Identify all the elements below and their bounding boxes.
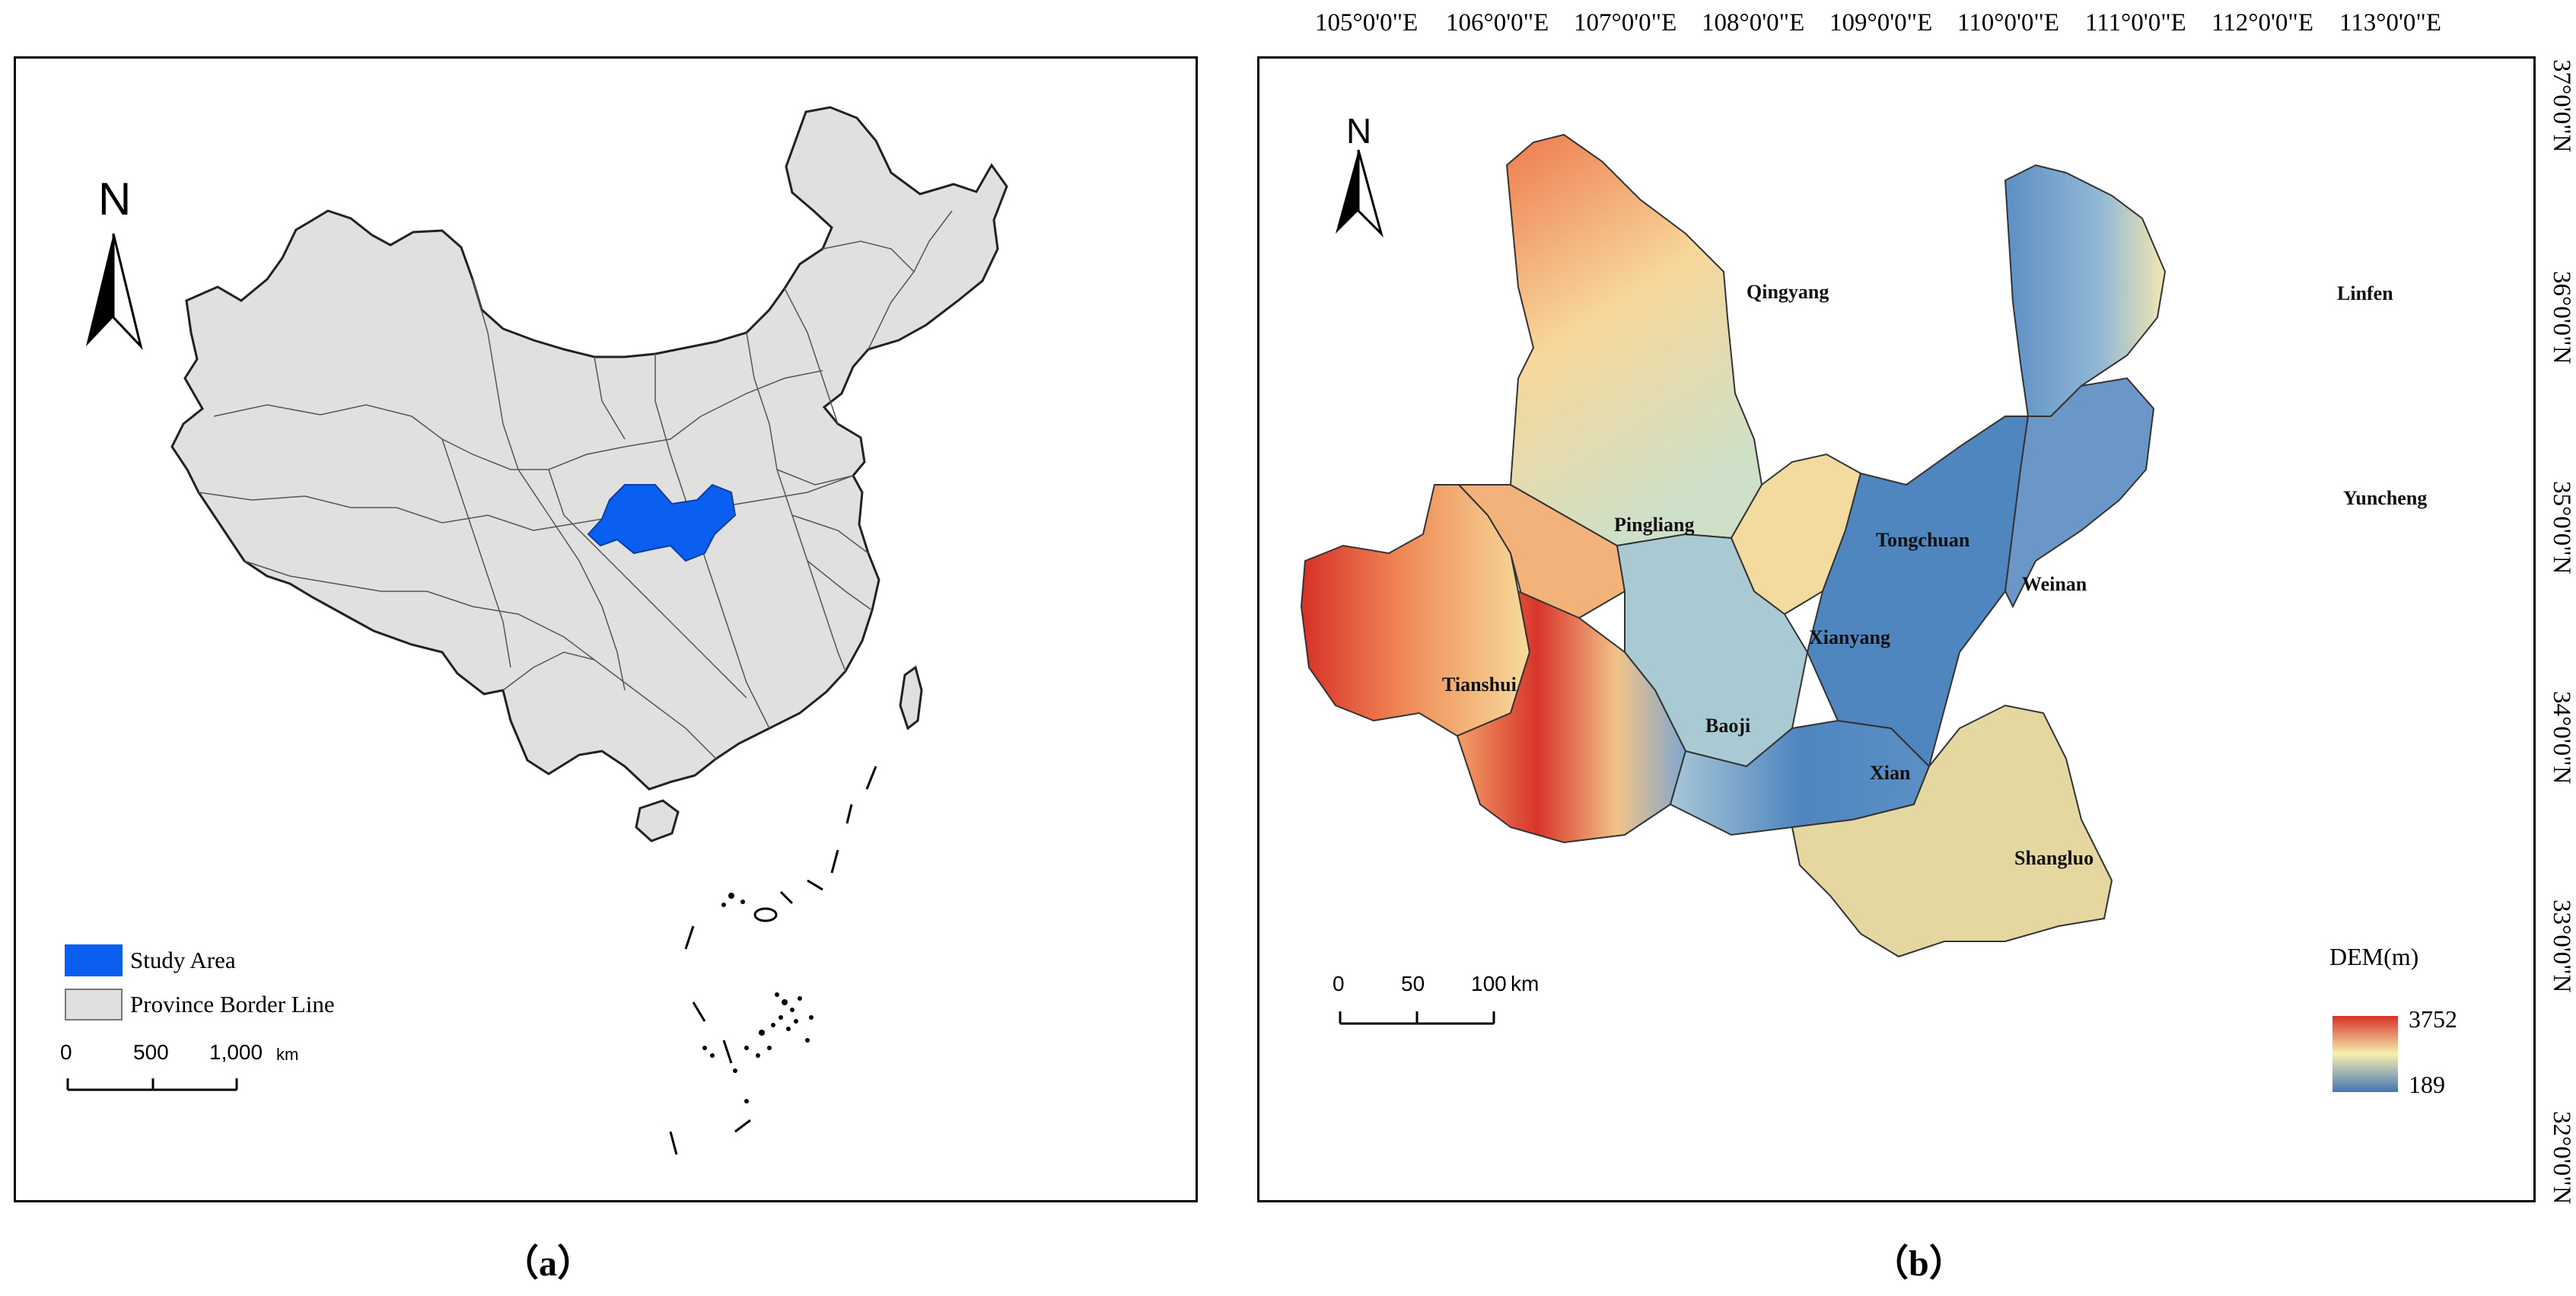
china-overview-map: N Study Area Province Border Line 0 500 …: [14, 56, 1198, 1202]
lat-tick-33: 33°0'0"N: [2548, 900, 2575, 993]
city-label-baoji: Baoji: [1705, 715, 1751, 737]
legend-swatch-province: [65, 989, 123, 1021]
lat-tick-37: 37°0'0"N: [2548, 59, 2575, 153]
city-label-tianshui: Tianshui: [1442, 673, 1517, 696]
lon-tick-109: 109°0'0"E: [1829, 9, 1933, 37]
dem-legend-max: 3752: [2409, 1005, 2457, 1033]
lon-tick-111: 111°0'0"E: [2085, 9, 2186, 37]
north-label-a: N: [98, 174, 132, 224]
north-label-b: N: [1346, 111, 1372, 151]
scale-tick-a-0: 0: [60, 1040, 72, 1064]
city-label-xianyang: Xianyang: [1809, 626, 1890, 648]
lat-tick-34: 34°0'0"N: [2548, 691, 2575, 785]
north-arrow-b: [1336, 149, 1384, 238]
lat-tick-36: 36°0'0"N: [2548, 271, 2575, 365]
dem-legend-title: DEM(m): [2329, 943, 2419, 970]
taiwan-island: [899, 665, 923, 731]
lat-tick-35: 35°0'0"N: [2548, 481, 2575, 575]
city-label-pingliang: Pingliang: [1614, 514, 1695, 536]
caption-a: （a）: [502, 1243, 594, 1284]
legend-label-province: Province Border Line: [130, 991, 335, 1017]
south-china-sea-islands: [702, 893, 814, 1103]
city-label-weinan: Weinan: [2022, 573, 2087, 595]
scale-tick-b-1: 50: [1401, 972, 1425, 995]
caption-b: （b）: [1872, 1243, 1966, 1284]
lon-tick-113: 113°0'0"E: [2339, 9, 2442, 37]
scale-bar-a: [66, 1078, 238, 1091]
city-label-qingyang: Qingyang: [1747, 281, 1829, 303]
lat-tick-32: 32°0'0"N: [2548, 1111, 2575, 1205]
legend-label-study-area: Study Area: [130, 947, 236, 973]
dem-legend-min: 189: [2409, 1071, 2445, 1098]
lon-tick-107: 107°0'0"E: [1574, 9, 1677, 37]
study-area-dem-map: N Qingyang Linfen Yuncheng Pingliang Ton…: [1257, 56, 2536, 1202]
scale-tick-b-2: 100: [1471, 972, 1507, 995]
lon-tick-106: 106°0'0"E: [1446, 9, 1549, 37]
region-yuncheng: [2004, 377, 2155, 609]
lon-tick-110: 110°0'0"E: [1957, 9, 2060, 37]
scale-tick-b-0: 0: [1333, 972, 1345, 995]
scale-tick-a-2: 1,000: [209, 1040, 263, 1064]
study-area-shape: [587, 483, 737, 562]
dem-map-svg: [1300, 133, 2398, 1092]
city-label-linfen: Linfen: [2337, 282, 2393, 304]
region-qingyang: [1505, 133, 1763, 547]
city-label-shangluo: Shangluo: [2014, 847, 2094, 869]
city-label-xian: Xian: [1870, 762, 1911, 784]
lon-tick-108: 108°0'0"E: [1702, 9, 1805, 37]
region-linfen: [2004, 164, 2167, 417]
city-label-yuncheng: Yuncheng: [2343, 487, 2428, 509]
north-arrow-a: [86, 233, 143, 351]
china-map-svg: [66, 106, 1008, 1155]
lon-tick-112: 112°0'0"E: [2211, 9, 2314, 37]
region-shangluo: [1791, 704, 2113, 958]
china-outline: [170, 106, 1008, 791]
dem-legend-ramp: [2332, 1016, 2398, 1092]
hainan-island: [635, 799, 680, 842]
scale-tick-a-1: 500: [133, 1040, 169, 1064]
lon-tick-105: 105°0'0"E: [1315, 9, 1419, 37]
scale-bar-b: [1339, 1011, 1495, 1025]
scale-unit-b: km: [1511, 972, 1540, 995]
region-baoji: [1456, 590, 1687, 844]
city-label-tongchuan: Tongchuan: [1876, 529, 1970, 551]
south-china-sea-dashes: [669, 766, 877, 1155]
scale-unit-a: km: [276, 1045, 299, 1064]
legend-swatch-study-area: [65, 944, 123, 976]
